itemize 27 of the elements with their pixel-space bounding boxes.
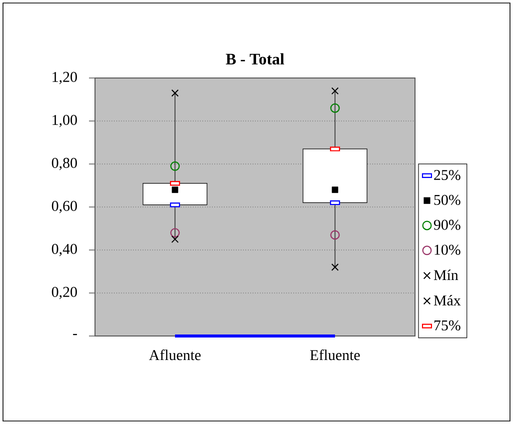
- legend-label: 75%: [434, 320, 460, 330]
- x-tick-label: Efluente: [310, 350, 360, 360]
- point: [331, 87, 339, 95]
- y-tick-label: 0,40: [52, 244, 77, 256]
- legend-label: 25%: [434, 170, 460, 180]
- y-tick-label: 0,20: [52, 286, 77, 300]
- legend-label: Máx: [434, 294, 461, 306]
- legend-label: 10%: [434, 244, 460, 255]
- x-tick-label: Afluente: [149, 350, 201, 360]
- y-tick-label: 0,80: [52, 158, 77, 170]
- point: [172, 186, 178, 193]
- point: [332, 186, 338, 193]
- legend-label: 90%: [434, 220, 460, 230]
- point: [330, 103, 340, 113]
- point: [170, 161, 180, 171]
- legend-label: 50%: [434, 194, 460, 205]
- chart-title: B - Total: [226, 53, 284, 64]
- y-tick-label: 0,60: [52, 200, 77, 214]
- point: [330, 230, 340, 240]
- y-tick-label: 1,20: [52, 72, 77, 84]
- y-tick-label: 1,00: [52, 114, 77, 128]
- point: [171, 89, 179, 97]
- y-tick-label: -: [73, 334, 77, 336]
- legend-label: Mín: [434, 270, 458, 280]
- point: [170, 228, 180, 238]
- point: [331, 264, 339, 271]
- point: [171, 236, 179, 243]
